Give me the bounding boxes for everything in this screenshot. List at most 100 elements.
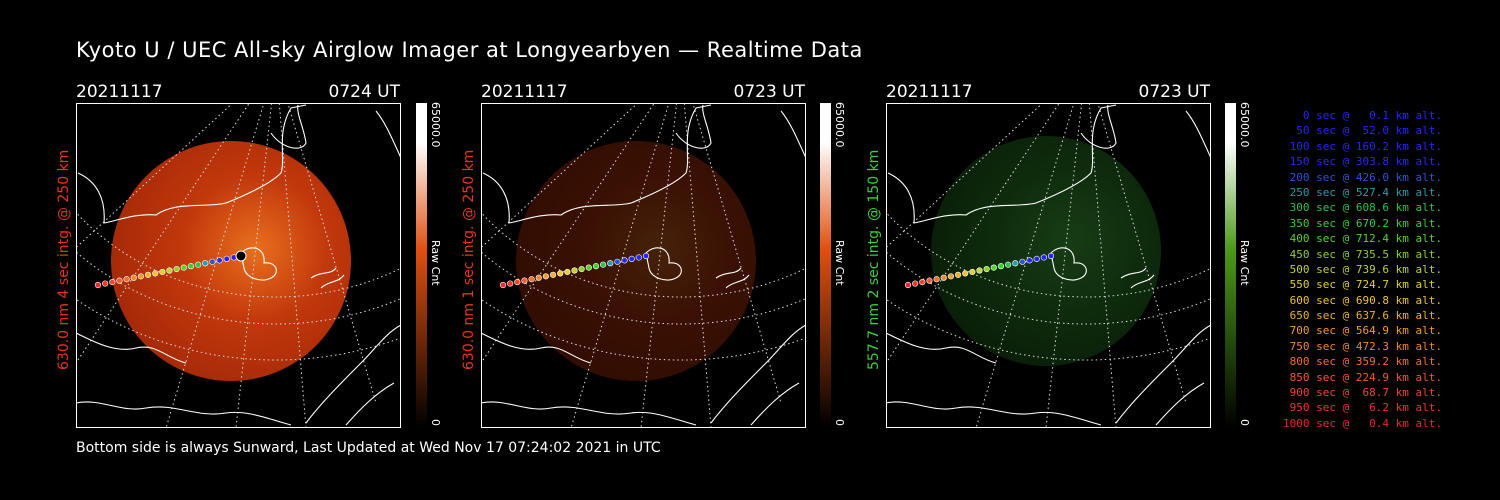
trajectory-point xyxy=(514,279,521,286)
trajectory-point xyxy=(1040,254,1047,261)
coastlines xyxy=(886,104,1211,426)
legend-row: 350 sec @ 670.2 km alt. xyxy=(1289,216,1442,230)
trajectory-point xyxy=(109,279,116,286)
trajectory-point xyxy=(180,264,187,271)
legend-row: 150 sec @ 303.8 km alt. xyxy=(1289,155,1442,169)
trajectory-point xyxy=(130,274,137,281)
trajectory-point xyxy=(607,260,614,267)
trajectory-point xyxy=(571,267,578,274)
trajectory-point xyxy=(1047,252,1055,260)
legend-row: 250 sec @ 527.4 km alt. xyxy=(1289,185,1442,199)
trajectory-point xyxy=(912,280,919,287)
station-marker xyxy=(235,250,247,262)
trajectory-point xyxy=(1026,257,1033,264)
footer-status: Bottom side is always Sunward, Last Upda… xyxy=(76,440,661,456)
panel-3-side-label: 557.7 nm 2 sec intg. @ 150 km xyxy=(866,149,882,370)
image-frame xyxy=(76,103,401,428)
panel-3-colorbar-max: 65000.0 xyxy=(1238,102,1251,148)
trajectory-point xyxy=(933,276,940,283)
trajectory-point xyxy=(904,281,912,289)
coordinate-grid xyxy=(886,103,1211,428)
panel-2-colorbar-unit: Raw Cnt xyxy=(833,240,846,286)
trajectory-point xyxy=(507,280,514,287)
panel-3-colorbar xyxy=(1225,103,1236,428)
trajectory-point xyxy=(947,273,955,280)
trajectory-point xyxy=(592,263,600,270)
panel-3-colorbar-unit: Raw Cnt xyxy=(1238,240,1251,286)
trajectory-legend: 0 sec @ 0.1 km alt. 50 sec @ 52.0 km alt.… xyxy=(1262,108,1442,431)
trajectory-point xyxy=(642,252,650,260)
coordinate-grid xyxy=(76,103,401,428)
trajectory-point xyxy=(94,281,102,289)
trajectory-point xyxy=(983,265,990,273)
trajectory-path xyxy=(94,252,245,289)
trajectory-point xyxy=(585,264,592,271)
trajectory-point xyxy=(635,254,642,261)
trajectory-point xyxy=(216,257,223,264)
legend-row: 850 sec @ 224.9 km alt. xyxy=(1289,370,1442,384)
panel-2-allsky-image xyxy=(481,103,806,428)
legend-row: 0 sec @ 0.1 km alt. xyxy=(1302,109,1442,122)
coordinate-grid xyxy=(481,103,806,428)
trajectory-point xyxy=(102,280,109,287)
panel-2-side-label: 630.0 nm 1 sec intg. @ 250 km xyxy=(461,149,477,370)
colorbar-gradient xyxy=(1225,103,1236,428)
trajectory-point xyxy=(209,258,216,265)
panel-3-allsky-image xyxy=(886,103,1211,428)
image-frame xyxy=(481,103,806,428)
trajectory-point xyxy=(166,267,173,274)
legend-row: 900 sec @ 68.7 km alt. xyxy=(1289,386,1442,400)
trajectory-point xyxy=(1004,261,1012,268)
coastlines xyxy=(76,104,401,426)
legend-row: 650 sec @ 637.6 km alt. xyxy=(1289,309,1442,323)
trajectory-point xyxy=(223,255,230,262)
panel-1-time: 0724 UT xyxy=(328,82,401,102)
panel-2-date: 20211117 xyxy=(481,82,568,102)
image-frame xyxy=(886,103,1211,428)
legend-row: 50 sec @ 52.0 km alt. xyxy=(1296,124,1442,138)
legend-row: 550 sec @ 724.7 km alt. xyxy=(1289,278,1442,292)
legend-row: 700 sec @ 564.9 km alt. xyxy=(1289,324,1442,338)
trajectory-point xyxy=(954,271,962,278)
colorbar-gradient xyxy=(820,103,831,428)
trajectory-point xyxy=(499,281,507,289)
panel-1-colorbar-max: 65000.0 xyxy=(429,102,442,148)
trajectory-point xyxy=(194,261,202,268)
panel-1-colorbar-unit: Raw Cnt xyxy=(429,240,442,286)
panel-2-time: 0723 UT xyxy=(733,82,806,102)
legend-row: 800 sec @ 359.2 km alt. xyxy=(1289,355,1442,369)
trajectory-point xyxy=(557,270,564,277)
trajectory-point xyxy=(549,271,557,278)
trajectory-point xyxy=(144,271,152,278)
panel-3-time: 0723 UT xyxy=(1138,82,1211,102)
legend-row: 400 sec @ 712.4 km alt. xyxy=(1289,232,1442,246)
trajectory-point xyxy=(123,276,130,283)
legend-row: 200 sec @ 426.0 km alt. xyxy=(1289,170,1442,184)
coastlines xyxy=(481,104,806,426)
trajectory-point xyxy=(940,274,947,281)
legend-row: 600 sec @ 690.8 km alt. xyxy=(1289,293,1442,307)
legend-row: 500 sec @ 739.6 km alt. xyxy=(1289,262,1442,276)
trajectory-point xyxy=(1012,260,1019,267)
trajectory-path xyxy=(499,252,650,289)
trajectory-point xyxy=(116,277,123,284)
trajectory-point xyxy=(578,265,585,273)
panel-2-colorbar-min: 0 xyxy=(833,419,846,426)
trajectory-point xyxy=(614,258,621,265)
trajectory-point xyxy=(976,267,983,274)
panel-1-colorbar-min: 0 xyxy=(429,419,442,426)
trajectory-point xyxy=(542,273,550,280)
panel-1-allsky-image xyxy=(76,103,401,428)
airglow-disk xyxy=(931,136,1161,366)
trajectory-point xyxy=(997,263,1005,270)
legend-row: 750 sec @ 472.3 km alt. xyxy=(1289,339,1442,353)
trajectory-point xyxy=(1019,258,1026,265)
trajectory-point xyxy=(599,261,607,268)
trajectory-point xyxy=(926,277,933,284)
trajectory-point xyxy=(919,279,926,286)
legend-row: 450 sec @ 735.5 km alt. xyxy=(1289,247,1442,261)
trajectory-point xyxy=(1033,255,1040,262)
panel-3-date: 20211117 xyxy=(886,82,973,102)
panel-2-colorbar-max: 65000.0 xyxy=(833,102,846,148)
panel-1-date: 20211117 xyxy=(76,82,163,102)
